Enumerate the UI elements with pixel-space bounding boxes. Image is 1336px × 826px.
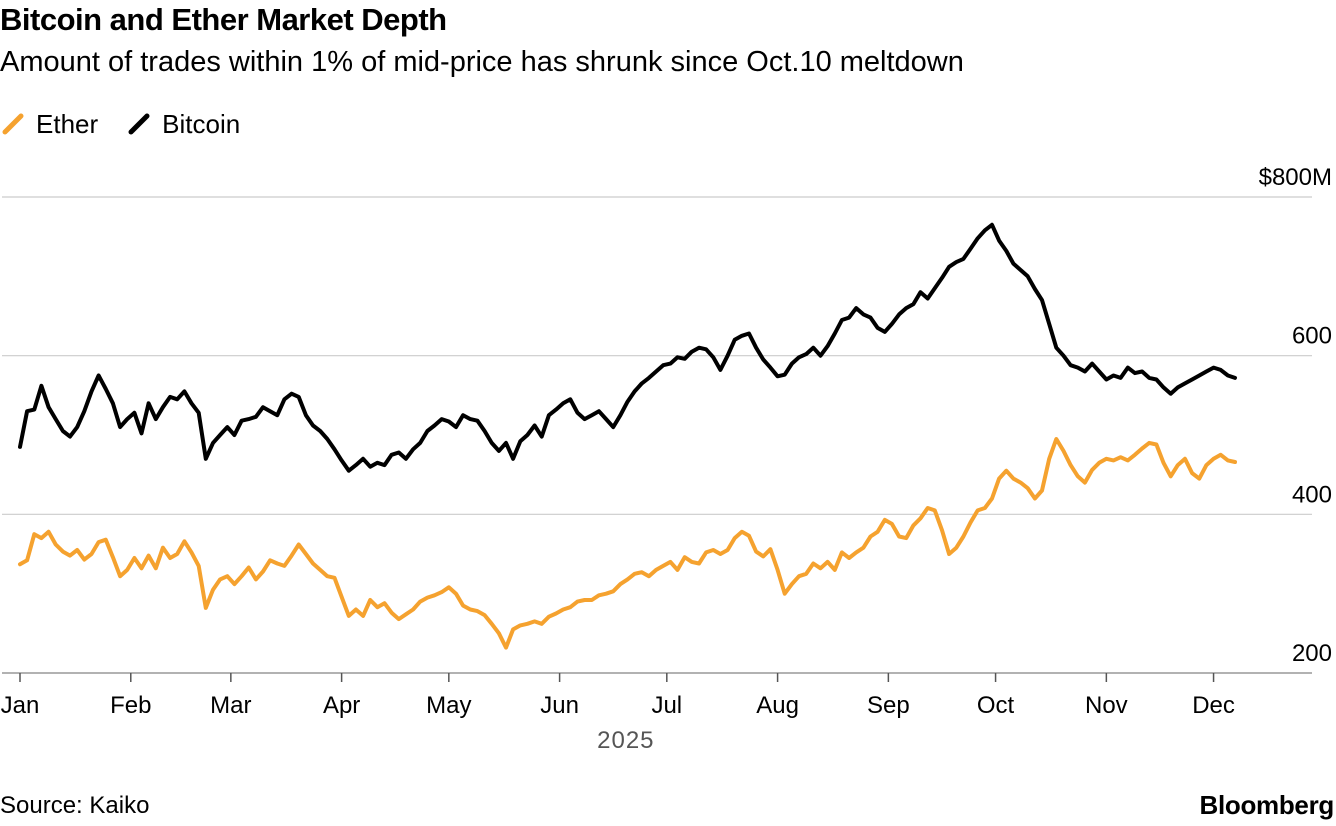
- y-tick-label: $800M: [1259, 164, 1332, 191]
- x-tick-label: Mar: [210, 692, 251, 719]
- chart-subtitle: Amount of trades within 1% of mid-price …: [0, 46, 964, 78]
- series-line-ether: [18, 437, 1237, 650]
- x-tick-label: Jul: [651, 692, 682, 719]
- series-line-bitcoin: [18, 222, 1237, 473]
- legend-swatch-bitcoin-icon: [126, 111, 152, 137]
- legend-label-bitcoin: Bitcoin: [162, 108, 241, 139]
- brand-logo: Bloomberg: [1199, 790, 1334, 820]
- y-tick-label: 400: [1292, 481, 1332, 508]
- x-tick-label: Jun: [540, 692, 579, 719]
- x-tick-label: Dec: [1192, 692, 1235, 719]
- y-tick-label: 200: [1292, 640, 1332, 667]
- x-tick-label: Aug: [756, 692, 799, 719]
- legend-label-ether: Ether: [36, 108, 99, 139]
- source-note: Source: Kaiko: [0, 792, 150, 819]
- x-tick-label: Sep: [867, 692, 910, 719]
- x-tick-label: Nov: [1085, 692, 1128, 719]
- legend-item-ether: Ether: [0, 109, 98, 140]
- x-tick-label: Feb: [110, 692, 151, 719]
- x-tick-label: Apr: [323, 692, 360, 719]
- x-tick-label: May: [426, 692, 471, 719]
- line-chart: $800M 600 400 200 Jan Feb Mar Apr May Jun Jul Aug Se…: [1, 164, 1332, 754]
- x-tick-label: Jan: [1, 692, 40, 719]
- legend-item-bitcoin: Bitcoin: [126, 109, 240, 140]
- legend: Ether Bitcoin: [0, 106, 268, 142]
- x-tick-label: Oct: [977, 692, 1015, 719]
- legend-swatch-ether-icon: [0, 111, 26, 137]
- chart-title: Bitcoin and Ether Market Depth: [0, 2, 447, 37]
- y-tick-label: 600: [1292, 323, 1332, 350]
- x-axis-year-label: 2025: [597, 727, 654, 754]
